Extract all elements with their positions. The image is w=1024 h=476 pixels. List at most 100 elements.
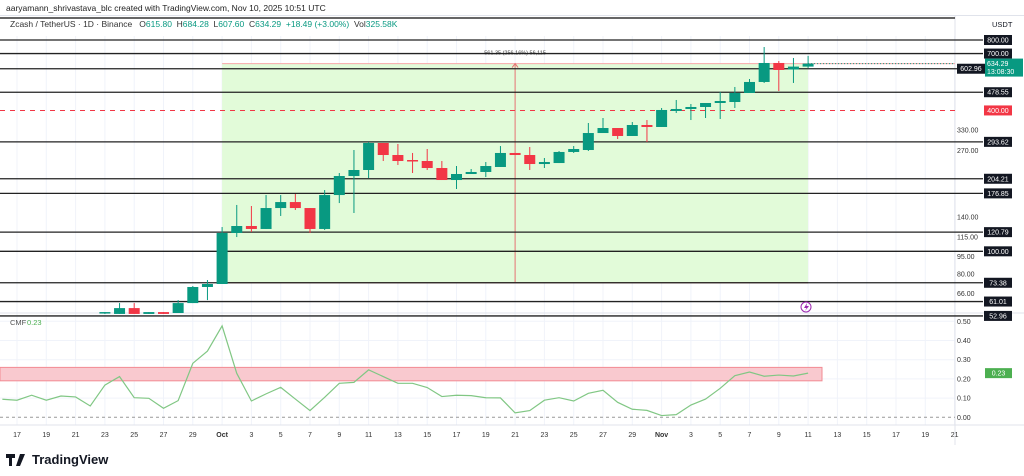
cmf-tick: 0.10: [957, 396, 971, 403]
time-tick: 19: [482, 432, 490, 439]
close-label: C: [249, 19, 256, 29]
time-tick: 17: [892, 432, 900, 439]
candles: [99, 47, 814, 314]
candle-down: [304, 208, 316, 229]
level-box: [984, 87, 1012, 98]
time-tick: 3: [249, 432, 253, 439]
level-box: [957, 63, 985, 74]
candle-up: [319, 195, 331, 229]
measure-tool[interactable]: 561.35 (256.16%) 56,115: [222, 51, 955, 284]
time-tick: 27: [599, 432, 607, 439]
candle-up: [538, 162, 550, 165]
candle-up: [143, 312, 155, 314]
volume-value: 325.58K: [365, 19, 398, 29]
time-tick: 11: [365, 432, 372, 439]
cmf-tick: 0.20: [957, 376, 971, 383]
candle-up: [553, 151, 565, 164]
alert-box: [984, 105, 1012, 116]
level-label: 176.85: [987, 191, 1009, 198]
candle-down: [436, 168, 448, 181]
candle-up: [363, 142, 375, 171]
candle-up: [275, 202, 287, 209]
time-tick: 23: [101, 432, 109, 439]
level-label: 120.79: [987, 230, 1009, 237]
level-label: 800.00: [987, 38, 1009, 45]
level-label: 478.55: [987, 90, 1009, 97]
tradingview-logo[interactable]: TradingView: [6, 452, 108, 467]
time-tick: 3: [689, 432, 693, 439]
candle-down: [289, 202, 301, 209]
price-tick: 66.00: [957, 291, 975, 298]
close-value: 634.29: [255, 19, 282, 29]
time-tick: 19: [42, 432, 50, 439]
lightning-icon[interactable]: [800, 301, 812, 313]
time-tick: 25: [570, 432, 578, 439]
time-tick: 7: [308, 432, 312, 439]
candle-up: [744, 81, 755, 93]
candle-up: [114, 308, 126, 314]
time-tick: 29: [628, 432, 636, 439]
cmf-panel: [0, 324, 955, 418]
candle-up: [597, 128, 609, 134]
low-label: L: [213, 19, 219, 29]
time-tick: 15: [863, 432, 871, 439]
candle-up: [451, 174, 462, 181]
time-tick: 21: [72, 432, 80, 439]
high-value: 684.28: [182, 19, 209, 29]
cmf-tick: 0.00: [957, 415, 971, 422]
candle-up: [465, 171, 477, 175]
time-tick: 5: [718, 432, 722, 439]
symbol-name[interactable]: Zcash / TetherUS · 1D · Binance: [10, 19, 133, 29]
candle-down: [421, 161, 433, 169]
low-value: 607.60: [218, 19, 245, 29]
last-price-box: [985, 58, 1023, 77]
candle-up: [216, 232, 228, 285]
time-tick: 19: [921, 432, 929, 439]
cmf-tick: 0.30: [957, 357, 971, 364]
candle-up: [582, 133, 594, 151]
time-tick: 13: [394, 432, 402, 439]
candle-down: [509, 152, 521, 156]
open-label: O: [139, 19, 146, 29]
time-tick: 21: [511, 432, 519, 439]
time-tick: 9: [337, 432, 341, 439]
candle-up: [626, 125, 638, 136]
price-tick: 80.00: [957, 272, 975, 279]
candle-up: [685, 106, 697, 109]
level-box: [984, 246, 1012, 257]
top-divider: [0, 15, 1024, 16]
price-axis[interactable]: 0.50 0.40 0.30 0.20 0.10 0.00 0.23 330.00 270.00…: [957, 35, 1023, 422]
candle-up: [714, 101, 726, 103]
last-price-label: 634.29: [987, 61, 1009, 68]
level-label: 700.00: [987, 51, 1009, 58]
candle-up: [758, 62, 770, 82]
alert-label: 400.00: [987, 108, 1009, 115]
candle-up: [568, 149, 580, 152]
cmf-label: CMF: [10, 318, 27, 327]
level-box: [984, 173, 1012, 184]
level-label: 204.21: [987, 176, 1009, 183]
level-box: [984, 136, 1012, 147]
candle-up: [729, 92, 741, 103]
cmf-value-box: [985, 368, 1012, 379]
price-tick: 140.00: [957, 215, 979, 222]
candle-up: [700, 102, 712, 107]
time-axis[interactable]: 17 19 21 23 25 27 29 Oct 3 5 7 9 11 13 15 17 19 21 23 25 27 2…: [13, 432, 958, 439]
time-tick: 11: [804, 432, 811, 439]
candle-up: [333, 176, 345, 196]
time-tick: 25: [130, 432, 138, 439]
cmf-value: 0.23: [27, 318, 42, 327]
candle-down: [641, 125, 653, 127]
level-label: 100.00: [987, 249, 1009, 256]
currency-label[interactable]: USDT: [992, 20, 1013, 29]
level-lines: [0, 39, 983, 317]
candle-up: [99, 312, 111, 314]
level-label: 73.38: [989, 280, 1007, 287]
open-value: 615.80: [145, 19, 172, 29]
time-tick: 17: [453, 432, 461, 439]
time-tick: 5: [279, 432, 283, 439]
level-box: [984, 227, 1012, 238]
time-tick: 15: [423, 432, 431, 439]
price-tick: 95.00: [957, 254, 975, 261]
